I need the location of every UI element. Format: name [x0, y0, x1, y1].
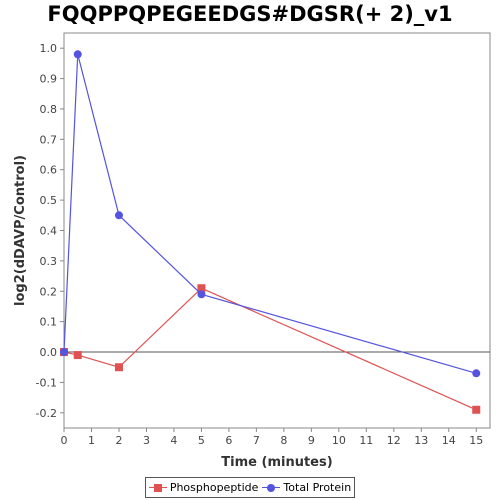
total-protein-point [197, 290, 206, 299]
y-tick-label: 0.0 [40, 346, 58, 359]
y-tick-label: -0.2 [36, 407, 57, 420]
total-protein-point [114, 211, 123, 220]
y-tick-label: 0.5 [40, 194, 58, 207]
phosphopeptide-point [472, 405, 481, 414]
legend-item-phosphopeptide: Phosphopeptide [148, 481, 259, 494]
x-tick-label: 7 [253, 434, 260, 447]
x-tick-label: 1 [88, 434, 95, 447]
y-tick-label: -0.1 [36, 376, 57, 389]
phosphopeptide-point [73, 351, 82, 360]
y-tick-label: 0.7 [40, 133, 58, 146]
y-tick-label: 0.6 [40, 164, 58, 177]
x-tick-label: 4 [170, 434, 177, 447]
legend-label-phosphopeptide: Phosphopeptide [169, 481, 259, 494]
y-tick-label: 0.3 [40, 255, 58, 268]
x-tick-label: 8 [280, 434, 287, 447]
y-tick-label: 0.8 [40, 103, 58, 116]
total-protein-point [60, 348, 68, 357]
x-tick-label: 3 [143, 434, 150, 447]
x-axis-title: Time (minutes) [221, 455, 332, 470]
y-tick-label: 0.2 [40, 285, 58, 298]
x-tick-label: 6 [225, 434, 232, 447]
x-tick-label: 10 [332, 434, 346, 447]
phosphopeptide-point [114, 363, 123, 372]
legend-label-total-protein: Total Protein [283, 481, 352, 494]
total-protein-point [472, 369, 481, 378]
x-tick-label: 13 [414, 434, 428, 447]
y-tick-label: 1.0 [40, 42, 58, 55]
phosphopeptide-point [197, 284, 206, 293]
x-tick-label: 15 [469, 434, 483, 447]
phosphopeptide-swatch-icon [148, 483, 167, 493]
plot-area [63, 32, 491, 429]
x-tick-label: 9 [308, 434, 315, 447]
x-tick-label: 5 [198, 434, 205, 447]
y-tick-label: 0.4 [40, 225, 58, 238]
y-tick-label: 0.1 [40, 316, 58, 329]
x-tick-label: 12 [387, 434, 401, 447]
total-protein-point [73, 50, 82, 59]
x-tick-label: 11 [359, 434, 373, 447]
legend-item-total-protein: Total Protein [262, 481, 351, 494]
y-tick-label: 0.9 [40, 73, 58, 86]
total-protein-swatch-icon [262, 483, 281, 493]
x-tick-label: 2 [115, 434, 122, 447]
legend: Phosphopeptide Total Protein [145, 477, 355, 498]
x-tick-label: 14 [442, 434, 456, 447]
chart-title: FQQPPQPEGEEDGS#DGSR(+ 2)_v1 [47, 2, 453, 26]
y-axis-title: log2(dDAVP/Control) [13, 155, 28, 306]
x-tick-label: 0 [61, 434, 68, 447]
